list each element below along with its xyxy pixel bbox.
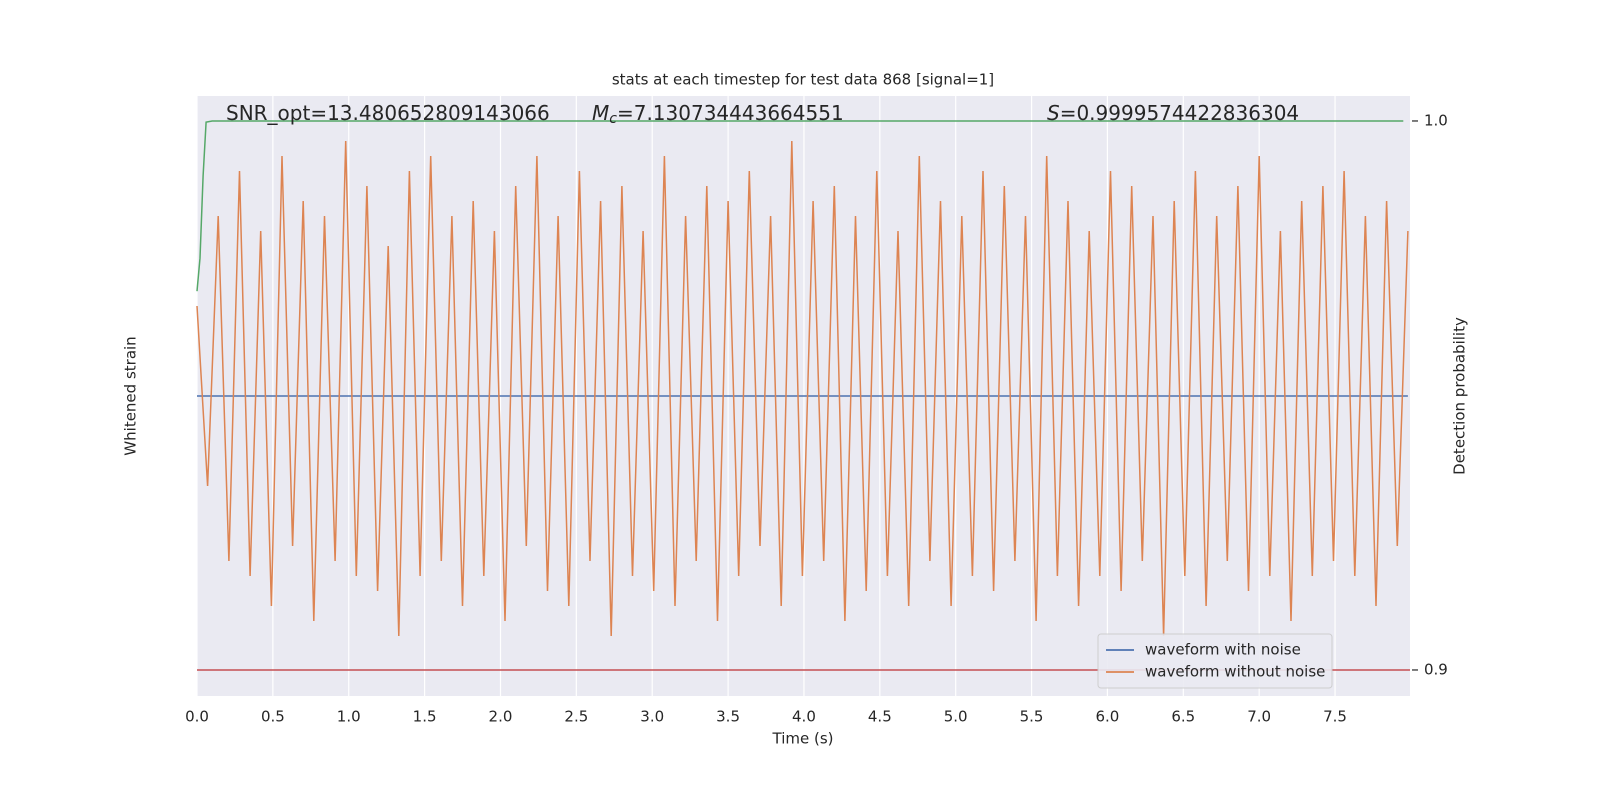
x-tick-label: 1.0 — [337, 708, 361, 726]
legend-label: waveform without noise — [1145, 663, 1325, 681]
y2-tick-label: 1.0 — [1424, 111, 1448, 129]
annotation-text: =7.130734443664551 — [617, 101, 844, 125]
x-tick-label: 4.0 — [792, 708, 816, 726]
series-line — [196, 140, 1409, 637]
y-axis-label: Whitened strain — [122, 336, 140, 455]
annotation-symbol: S — [1047, 101, 1060, 125]
legend-box — [1097, 633, 1333, 689]
y2-axis-label: Detection probability — [1451, 317, 1469, 475]
x-tick-label: 2.5 — [564, 708, 588, 726]
legend-label: waveform with noise — [1145, 641, 1301, 659]
y2-tick-label: 0.9 — [1424, 660, 1448, 678]
annotation-text: =0.9999574422836304 — [1060, 101, 1299, 125]
annotation-text: SNR_opt=13.480652809143066 — [226, 101, 550, 125]
series-line — [196, 120, 1404, 292]
x-tick-label: 3.0 — [640, 708, 664, 726]
chart-title: stats at each timestep for test data 868… — [612, 71, 994, 89]
x-tick-label: 7.5 — [1323, 708, 1347, 726]
annotation-subscript: c — [609, 111, 617, 127]
x-tick-label: 3.5 — [716, 708, 740, 726]
x-tick-label: 2.0 — [489, 708, 513, 726]
annotation-symbol: M — [592, 101, 609, 125]
x-tick-label: 4.5 — [868, 708, 892, 726]
x-tick-label: 6.0 — [1096, 708, 1120, 726]
x-tick-label: 5.0 — [944, 708, 968, 726]
annotation: SNR_opt=13.480652809143066 — [226, 101, 550, 125]
x-axis-label: Time (s) — [772, 730, 834, 748]
x-tick-label: 1.5 — [413, 708, 437, 726]
x-tick-label: 0.0 — [185, 708, 209, 726]
x-tick-label: 0.5 — [261, 708, 285, 726]
x-tick-label: 6.5 — [1171, 708, 1195, 726]
annotation: Mc=7.130734443664551 — [592, 101, 844, 128]
x-tick-label: 5.5 — [1020, 708, 1044, 726]
annotation: S=0.9999574422836304 — [1047, 101, 1299, 125]
x-tick-label: 7.0 — [1247, 708, 1271, 726]
